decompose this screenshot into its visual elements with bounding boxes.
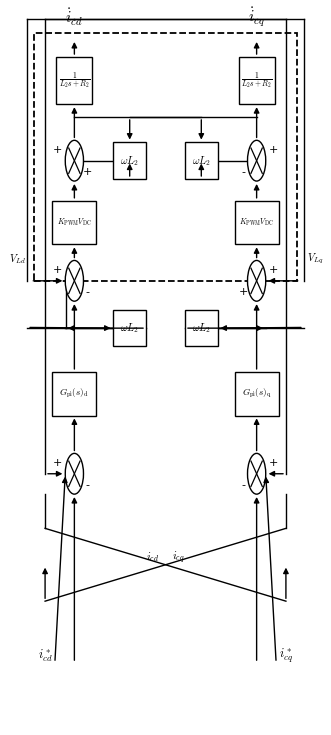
Text: +: +	[269, 265, 279, 275]
Bar	[114, 143, 146, 179]
Bar	[185, 310, 217, 346]
Text: $\omega L_2$: $\omega L_2$	[120, 321, 139, 335]
Text: +: +	[52, 265, 62, 275]
Bar	[57, 57, 92, 104]
Text: +: +	[52, 145, 62, 155]
Text: $\omega L_2$: $\omega L_2$	[120, 154, 139, 168]
Circle shape	[65, 453, 83, 494]
Text: $\dfrac{1}{L_2 s+R_2}$: $\dfrac{1}{L_2 s+R_2}$	[241, 71, 272, 90]
Text: -: -	[242, 167, 246, 176]
Circle shape	[248, 453, 266, 494]
Text: $i_{cq}$: $i_{cq}$	[172, 549, 185, 566]
Text: +: +	[83, 167, 92, 176]
Text: -: -	[85, 480, 89, 490]
Circle shape	[65, 140, 83, 181]
Text: $G_{\mathrm{pi}}(s)_{\mathrm{d}}$: $G_{\mathrm{pi}}(s)_{\mathrm{d}}$	[59, 387, 89, 401]
Text: -: -	[242, 480, 246, 490]
Text: -: -	[85, 287, 89, 297]
Text: $\omega L_2$: $\omega L_2$	[192, 321, 211, 335]
Bar	[239, 57, 274, 104]
Text: $\dfrac{1}{L_2 s+R_2}$: $\dfrac{1}{L_2 s+R_2}$	[59, 71, 90, 90]
Circle shape	[248, 140, 266, 181]
Bar	[114, 310, 146, 346]
Text: $\dot{i}_{cd}$: $\dot{i}_{cd}$	[65, 7, 83, 28]
Text: $\dot{i}_{cq}$: $\dot{i}_{cq}$	[248, 6, 265, 29]
Text: +: +	[52, 458, 62, 468]
Bar	[52, 372, 96, 415]
Text: $V_{Ld}$: $V_{Ld}$	[9, 252, 26, 266]
Bar	[34, 33, 297, 281]
Text: $V_{Lq}$: $V_{Lq}$	[307, 252, 323, 266]
Text: $\omega L_2$: $\omega L_2$	[192, 154, 211, 168]
Bar	[235, 201, 279, 245]
Text: +: +	[269, 145, 279, 155]
Text: $G_{\mathrm{pi}}(s)_{\mathrm{q}}$: $G_{\mathrm{pi}}(s)_{\mathrm{q}}$	[242, 387, 272, 401]
Text: $K_{\mathrm{PWM}}V_{\mathrm{DC}}$: $K_{\mathrm{PWM}}V_{\mathrm{DC}}$	[239, 217, 274, 229]
Text: $K_{\mathrm{PWM}}V_{\mathrm{DC}}$: $K_{\mathrm{PWM}}V_{\mathrm{DC}}$	[57, 217, 92, 229]
Text: +: +	[239, 287, 248, 297]
Text: +: +	[269, 458, 279, 468]
Circle shape	[248, 260, 266, 301]
Text: $i_{cd}$: $i_{cd}$	[146, 551, 159, 564]
Circle shape	[65, 260, 83, 301]
Bar	[185, 143, 217, 179]
Bar	[235, 372, 279, 415]
Text: $i^*_{cd}$: $i^*_{cd}$	[38, 648, 52, 664]
Bar	[52, 201, 96, 245]
Text: $i^*_{cq}$: $i^*_{cq}$	[279, 647, 293, 665]
